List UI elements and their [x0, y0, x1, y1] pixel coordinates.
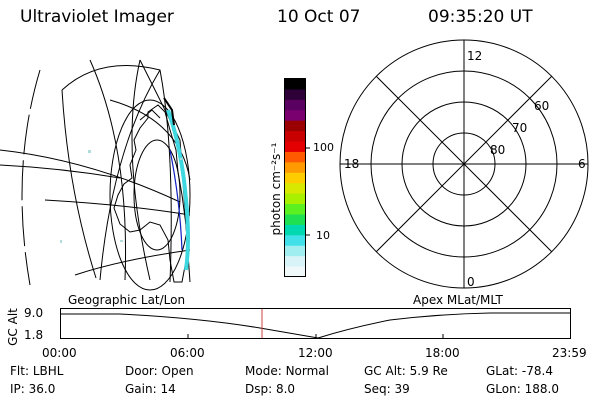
latitude-rings [109, 99, 191, 291]
instrument-title: Ultraviolet Imager [20, 7, 174, 27]
colorbar-swatch [285, 110, 305, 122]
geographic-map-view [0, 59, 191, 291]
status-door: Door: Open [125, 364, 194, 378]
gc-alt-axis-label: GC Alt [5, 308, 20, 346]
time-label: 09:35:20 UT [428, 7, 533, 27]
intensity-colorbar [284, 78, 310, 278]
limb-arc [21, 69, 41, 286]
colorbar-swatch [285, 214, 305, 226]
colorbar-swatch [285, 224, 305, 236]
y-tick-1-8: 1.8 [24, 328, 44, 342]
noise-speckles [60, 150, 182, 243]
colorbar-swatch [285, 151, 305, 163]
colorbar-swatch [285, 172, 305, 184]
altitude-curve [60, 312, 571, 339]
status-glon: GLon: 188.0 [486, 382, 559, 396]
altitude-track-plot [60, 308, 571, 339]
colorbar-swatch [285, 141, 305, 153]
colorbar-swatch [285, 193, 305, 205]
status-seq: Seq: 39 [364, 382, 410, 396]
lat-lon-grid [0, 59, 191, 283]
colorbar-tick-100: 100 [313, 141, 334, 154]
colorbar-swatch [285, 79, 305, 90]
continent-outline [113, 104, 189, 283]
colorbar-swatch [285, 89, 305, 101]
mlt-label-12: 12 [467, 49, 482, 63]
mlt-label-18: 18 [344, 157, 359, 171]
lat-label-70: 70 [512, 121, 527, 135]
status-mode: Mode: Normal [245, 364, 329, 378]
polar-mlat-mlt-plot: 12 18 6 0 60 70 80 [339, 39, 589, 289]
colorbar-swatch [285, 131, 305, 143]
date-label: 10 Oct 07 [277, 7, 361, 27]
colorbar-swatch [285, 120, 305, 132]
colorbar-swatch [285, 266, 305, 278]
colorbar-swatch [285, 183, 305, 195]
status-dsp: Dsp: 8.0 [245, 382, 296, 396]
status-flt: Flt: LBHL [10, 364, 64, 378]
status-glat: GLat: -78.4 [486, 364, 553, 378]
mlt-label-0: 0 [467, 275, 475, 289]
colorbar-swatch [285, 162, 305, 174]
geographic-latlon-label: Geographic Lat/Lon [68, 293, 186, 307]
x-tick-1800: 18:00 [425, 346, 460, 360]
status-gc-alt: GC Alt: 5.9 Re [364, 364, 448, 378]
x-tick-1200: 12:00 [298, 346, 333, 360]
colorbar-swatch [285, 256, 305, 268]
status-ip: IP: 36.0 [10, 382, 56, 396]
colorbar-swatch [285, 245, 305, 257]
colorbar-unit-label: photon cm⁻²s⁻¹ [269, 142, 283, 236]
lat-label-60: 60 [534, 99, 549, 113]
colorbar-swatch [285, 235, 305, 247]
apex-mlat-mlt-label: Apex MLat/MLT [413, 293, 503, 307]
status-gain: Gain: 14 [125, 382, 176, 396]
lat-label-80: 80 [490, 143, 505, 157]
x-tick-0000: 00:00 [42, 346, 77, 360]
x-tick-0600: 06:00 [170, 346, 205, 360]
colorbar-swatch [285, 99, 305, 111]
auroral-oval-emission [166, 109, 190, 271]
colorbar-swatch [285, 204, 305, 215]
colorbar-tick-10: 10 [316, 229, 330, 242]
mlt-label-6: 6 [578, 157, 586, 171]
x-tick-2359: 23:59 [552, 346, 587, 360]
y-tick-9-0: 9.0 [24, 306, 44, 320]
